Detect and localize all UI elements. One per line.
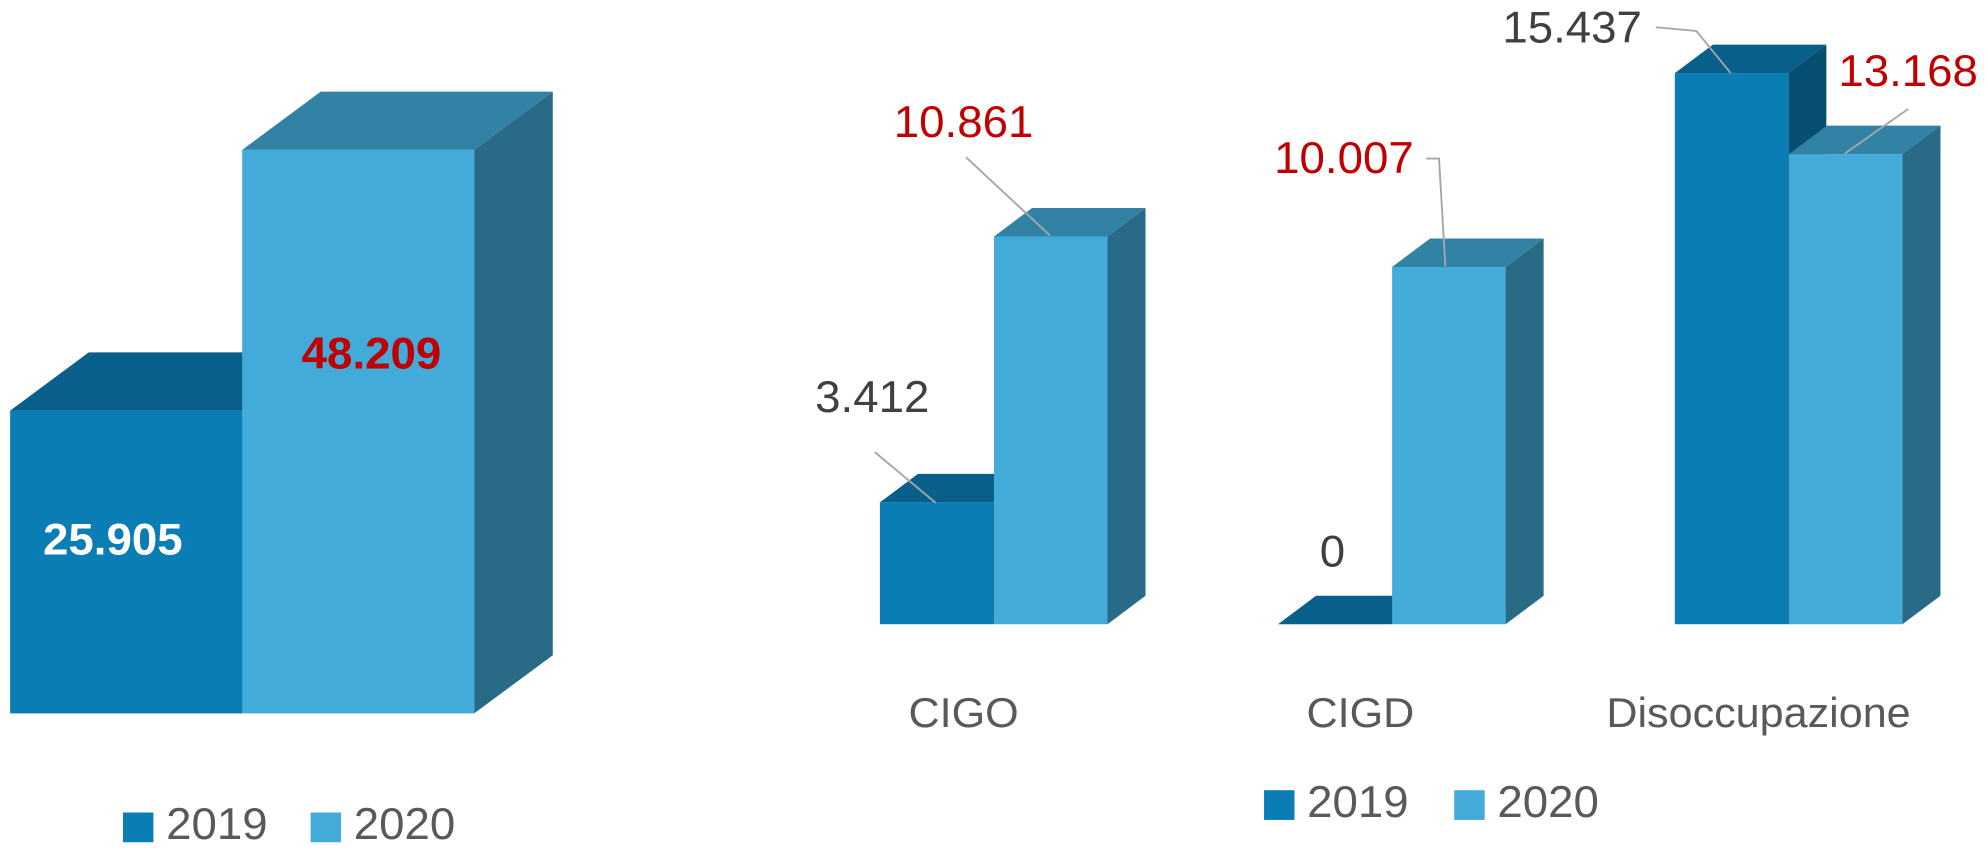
- bar-top: [1278, 595, 1430, 625]
- legend-swatch: [1454, 790, 1485, 820]
- data-label: 10.861: [894, 96, 1034, 146]
- leader-line: [874, 451, 937, 504]
- bar: [10, 410, 243, 714]
- bar-top: [1392, 238, 1544, 267]
- leader-line: [1844, 108, 1909, 155]
- bar-side: [1902, 125, 1941, 625]
- legend-swatch: [1264, 790, 1295, 820]
- bar: [1788, 154, 1903, 625]
- data-label: 10.007: [1274, 132, 1414, 182]
- data-label: 48.209: [302, 328, 442, 378]
- bar: [1674, 73, 1789, 625]
- bar: [242, 149, 475, 714]
- data-label: 3.412: [815, 371, 929, 421]
- legend-label: 2020: [354, 799, 456, 849]
- legend-label: 2019: [1307, 776, 1409, 826]
- data-label: 15.437: [1502, 2, 1642, 52]
- x-tick-label: CIGO: [908, 689, 1018, 736]
- leader-line: [965, 156, 1051, 237]
- bar-side: [474, 91, 553, 714]
- leader-line: [1655, 26, 1732, 74]
- bar: [1392, 266, 1506, 625]
- bar-side: [1107, 207, 1146, 625]
- data-label: 0: [1320, 526, 1345, 576]
- legend-label: 2019: [166, 799, 268, 849]
- bar-top: [879, 473, 1032, 503]
- data-label: 13.168: [1838, 46, 1978, 96]
- data-label: 25.905: [43, 514, 183, 564]
- bar-side: [1505, 238, 1544, 625]
- x-tick-label: CIGD: [1307, 689, 1415, 736]
- legend-swatch: [122, 812, 154, 843]
- leader-line: [1426, 157, 1447, 267]
- bar: [994, 236, 1108, 625]
- x-tick-label: Disoccupazione: [1606, 689, 1910, 736]
- legend-swatch: [310, 812, 342, 843]
- legend-label: 2020: [1497, 776, 1599, 826]
- bar-top: [242, 91, 553, 150]
- bar: [879, 502, 994, 625]
- bar-top: [994, 207, 1146, 237]
